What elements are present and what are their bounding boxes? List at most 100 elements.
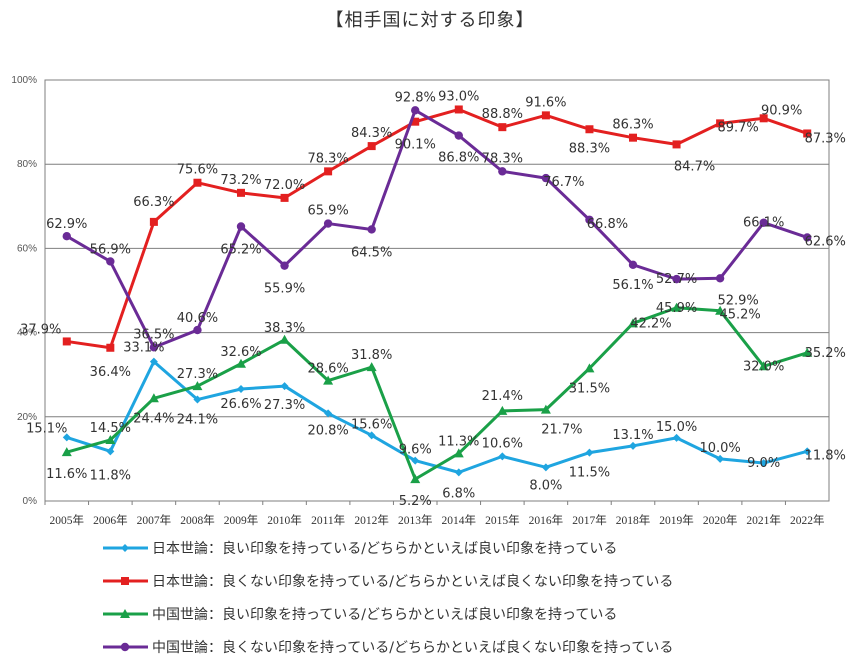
data-label: 8.0% — [529, 478, 562, 493]
legend-marker — [120, 642, 130, 652]
x-tick-label: 2011年 — [311, 513, 345, 527]
data-label: 31.5% — [569, 381, 610, 396]
data-point — [671, 302, 682, 312]
legend: 日本世論：良い印象を持っている/どちらかといえば良い印象を持っている日本世論：良… — [103, 541, 673, 656]
data-label: 28.6% — [307, 362, 348, 377]
x-tick-label: 2020年 — [703, 513, 738, 527]
chart-title: 【相手国に対する印象】 — [325, 10, 535, 31]
data-point — [106, 447, 115, 456]
data-label: 14.5% — [90, 421, 131, 436]
data-point — [584, 363, 595, 373]
legend-label: 中国世論：良い印象を持っている/どちらかといえば良い印象を持っている — [152, 607, 617, 623]
data-label: 21.7% — [541, 423, 582, 438]
data-label: 65.2% — [220, 243, 261, 258]
data-label: 40.6% — [177, 311, 218, 326]
data-label: 21.4% — [482, 389, 523, 404]
data-label: 52.7% — [656, 272, 697, 287]
data-label: 11.8% — [90, 468, 131, 483]
series-2 — [62, 105, 812, 352]
data-point — [411, 456, 420, 465]
data-point — [628, 318, 638, 328]
x-tick-label: 2014年 — [442, 513, 477, 527]
x-tick-label: 2013年 — [398, 513, 433, 527]
data-point — [716, 454, 725, 463]
data-label: 45.9% — [656, 301, 697, 316]
x-tick-label: 2006年 — [93, 513, 128, 527]
series-lines — [61, 105, 813, 484]
data-point — [367, 225, 376, 234]
x-tick-label: 2007年 — [137, 513, 172, 527]
y-tick-label: 100% — [11, 75, 37, 86]
data-label: 66.3% — [133, 195, 174, 210]
data-label: 32.0% — [743, 359, 784, 374]
data-label: 24.1% — [177, 413, 218, 428]
data-label: 56.9% — [90, 242, 131, 257]
data-point — [149, 217, 158, 226]
x-tick-label: 2016年 — [529, 513, 564, 527]
data-label: 55.9% — [264, 282, 305, 297]
data-point — [236, 358, 246, 368]
data-point — [367, 142, 376, 151]
data-label: 45.2% — [719, 308, 760, 323]
data-label: 87.3% — [805, 131, 846, 146]
data-point — [585, 448, 594, 457]
y-tick-label: 80% — [17, 159, 37, 170]
data-point — [192, 381, 203, 391]
data-point — [454, 105, 463, 114]
data-label: 93.0% — [438, 89, 479, 104]
data-point — [323, 219, 333, 228]
data-label: 56.1% — [612, 278, 653, 293]
data-label: 86.3% — [612, 118, 653, 133]
data-label: 33.1% — [123, 341, 164, 356]
data-point — [803, 233, 812, 242]
data-point — [193, 395, 202, 404]
data-labels: 15.1%11.8%33.1%24.1%26.6% 27.3%20.8% 15.6%… — [20, 89, 846, 509]
data-label: 9.6% — [399, 443, 432, 458]
data-label: 27.3% — [264, 398, 305, 413]
data-point — [324, 167, 333, 176]
data-label: 11.5% — [569, 466, 610, 481]
data-label: 90.1% — [395, 138, 436, 153]
data-point — [540, 404, 551, 414]
data-point — [803, 447, 812, 456]
data-label: 73.2% — [220, 173, 261, 188]
x-tick-label: 2019年 — [659, 513, 694, 527]
data-label: 62.9% — [46, 217, 87, 232]
plot-area — [44, 79, 830, 502]
data-point — [149, 357, 158, 366]
data-label: 42.2% — [630, 316, 671, 331]
data-point — [498, 452, 507, 461]
data-label: 10.0% — [699, 441, 740, 456]
data-label: 11.8% — [805, 448, 846, 463]
data-point — [498, 123, 507, 132]
data-label: 11.6% — [46, 467, 87, 482]
data-point — [106, 343, 115, 352]
x-tick-label: 2017年 — [572, 513, 607, 527]
data-label: 37.9% — [20, 322, 61, 337]
data-label: 24.4% — [133, 411, 174, 426]
data-label: 27.3% — [177, 367, 218, 382]
data-label: 91.6% — [525, 95, 566, 110]
legend-item-2: 日本世論：良くない印象を持っている/どちらかといえば良くない印象を持っている — [103, 574, 673, 590]
data-label: 32.6% — [220, 345, 261, 360]
legend-item-1: 日本世論：良い印象を持っている/どちらかといえば良い印象を持っている — [103, 541, 617, 557]
data-point — [672, 140, 681, 149]
data-point — [629, 133, 637, 142]
data-point — [716, 119, 725, 128]
data-point — [758, 361, 769, 371]
data-point — [454, 131, 463, 140]
legend-marker — [120, 609, 130, 618]
data-point — [411, 106, 420, 115]
data-label: 31.8% — [351, 348, 392, 363]
data-point — [498, 167, 507, 176]
data-label: 86.8% — [438, 151, 479, 166]
data-point — [237, 188, 245, 197]
data-point — [585, 125, 594, 134]
data-point — [454, 468, 463, 477]
series-3 — [61, 302, 813, 484]
data-label: 64.5% — [351, 245, 392, 260]
data-point — [541, 111, 550, 120]
x-tick-label: 2009年 — [224, 513, 259, 527]
data-point — [453, 448, 464, 458]
data-point — [280, 382, 289, 391]
